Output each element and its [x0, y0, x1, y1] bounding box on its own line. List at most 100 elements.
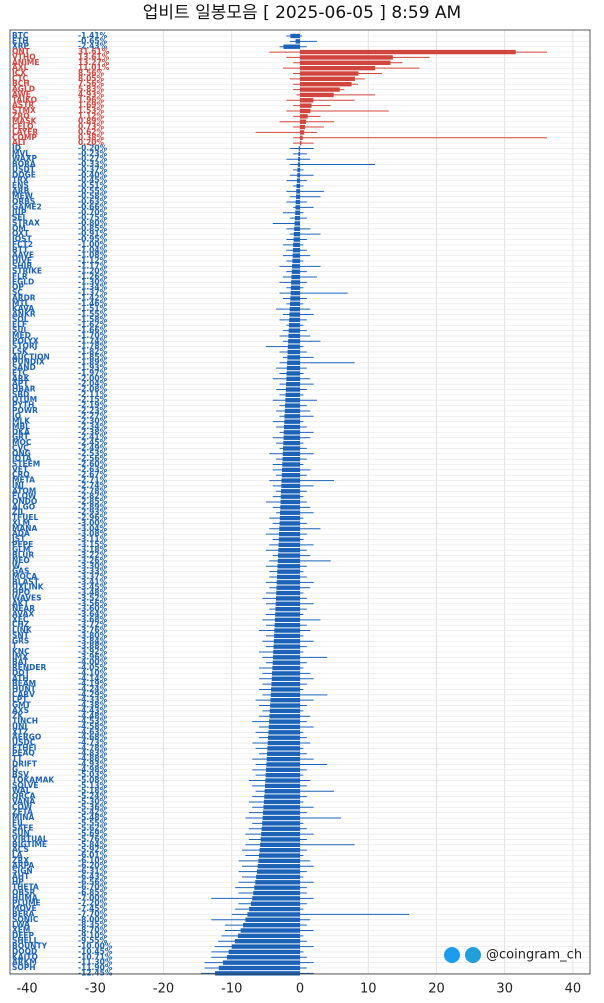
category-label: STEEM — [12, 460, 40, 469]
value-label: -2.30% — [78, 417, 108, 426]
category-label: CHZ — [12, 620, 30, 629]
category-label: ARDR — [12, 293, 36, 302]
bar — [268, 735, 300, 740]
value-label: -2.85% — [78, 497, 108, 506]
value-label: -3.84% — [78, 636, 108, 645]
value-label: -0.91% — [78, 229, 108, 238]
value-label: -1.51% — [78, 304, 108, 313]
category-label: VET — [12, 465, 29, 474]
value-label: -1.20% — [78, 267, 108, 276]
category-label: BCH — [12, 79, 30, 88]
category-label: TFUEL — [12, 513, 38, 522]
category-label: SONIC — [12, 915, 39, 924]
bar — [240, 928, 300, 933]
bar — [285, 392, 300, 398]
category-label: SOPH — [12, 963, 36, 972]
bar — [266, 762, 300, 767]
category-label: G — [12, 765, 18, 774]
value-label: -4.63% — [78, 727, 108, 736]
value-label: 1.69% — [78, 101, 105, 110]
bar — [267, 746, 300, 751]
bar — [278, 553, 300, 558]
bar — [261, 826, 300, 831]
category-label: MLK — [12, 417, 31, 426]
bar — [259, 847, 300, 853]
bar — [281, 489, 300, 494]
category-label: WAVES — [12, 593, 42, 602]
bar — [284, 424, 300, 430]
category-label: ALGO — [12, 502, 35, 511]
bar — [298, 151, 300, 157]
bar — [300, 87, 340, 92]
bar — [278, 531, 300, 537]
category-label: UNI — [12, 722, 27, 731]
bar — [294, 215, 300, 221]
bar — [288, 339, 300, 344]
value-label: -5.08% — [78, 776, 108, 785]
category-label: UXLINK — [12, 583, 45, 592]
category-label: AWE — [12, 90, 31, 99]
bar — [300, 130, 305, 135]
category-label: ZRO — [12, 111, 30, 120]
category-label: ONG — [12, 449, 31, 458]
value-label: -5.76% — [78, 834, 108, 843]
bar — [258, 858, 300, 864]
value-label: -4.53% — [78, 717, 108, 726]
bar — [300, 71, 359, 76]
bar — [300, 65, 376, 71]
bar — [272, 665, 300, 671]
category-label: GLM — [12, 545, 30, 554]
value-label: 11.01% — [78, 63, 110, 72]
value-label: -1.74% — [78, 336, 108, 345]
bar — [296, 189, 300, 194]
value-label: -0.20% — [78, 143, 108, 152]
bar — [289, 306, 300, 312]
category-label: MANA — [12, 524, 38, 533]
category-label: CTC — [12, 74, 29, 83]
value-label: -4.05% — [78, 663, 108, 672]
value-label: -2.15% — [78, 395, 108, 404]
bar — [278, 542, 300, 548]
value-label: -2.71% — [78, 476, 108, 485]
category-label: ZIL — [12, 508, 25, 517]
bar — [265, 778, 300, 783]
value-label: 0.62% — [78, 127, 105, 136]
category-label: LAYER — [12, 127, 38, 136]
plot-frame — [9, 29, 591, 975]
value-label: -6.70% — [78, 883, 108, 892]
bar — [273, 644, 300, 649]
bar — [280, 510, 300, 515]
value-label: -0.51% — [78, 181, 108, 190]
category-label: CRO — [12, 470, 30, 479]
value-label: -1.85% — [78, 352, 108, 361]
x-tick-label: 20 — [428, 982, 445, 997]
bar — [272, 671, 300, 676]
bar — [298, 156, 300, 162]
value-label: -1.34% — [78, 283, 108, 292]
value-label: -2.93% — [78, 508, 108, 517]
category-label: SBD — [12, 390, 29, 399]
category-label: OM — [12, 224, 26, 233]
category-label: ARB — [12, 186, 30, 195]
category-label: SIGN — [12, 867, 33, 876]
value-label: -3.88% — [78, 642, 108, 651]
bar — [278, 537, 300, 542]
category-label: THETA — [12, 883, 39, 892]
bar — [300, 49, 516, 55]
category-label: SOL — [12, 315, 29, 324]
bar — [292, 253, 300, 258]
category-label: ETC — [12, 368, 28, 377]
value-label: -11.30% — [78, 958, 113, 967]
bar — [291, 280, 300, 285]
value-label: 1.96% — [78, 95, 105, 104]
bar — [268, 730, 300, 735]
category-label: STRAX — [12, 218, 40, 227]
bar — [269, 714, 300, 719]
category-label: ONDO — [12, 497, 37, 506]
labels: -40 -30 -20 -10 0 10 20 30 40 BTC -1.41% ETH -0.65% X… — [11, 31, 581, 997]
category-label: MOVE — [12, 904, 37, 913]
category-label: MINA — [12, 813, 35, 822]
value-label: -3.92% — [78, 647, 108, 656]
category-label: XEM — [12, 926, 30, 935]
bar — [300, 76, 355, 82]
